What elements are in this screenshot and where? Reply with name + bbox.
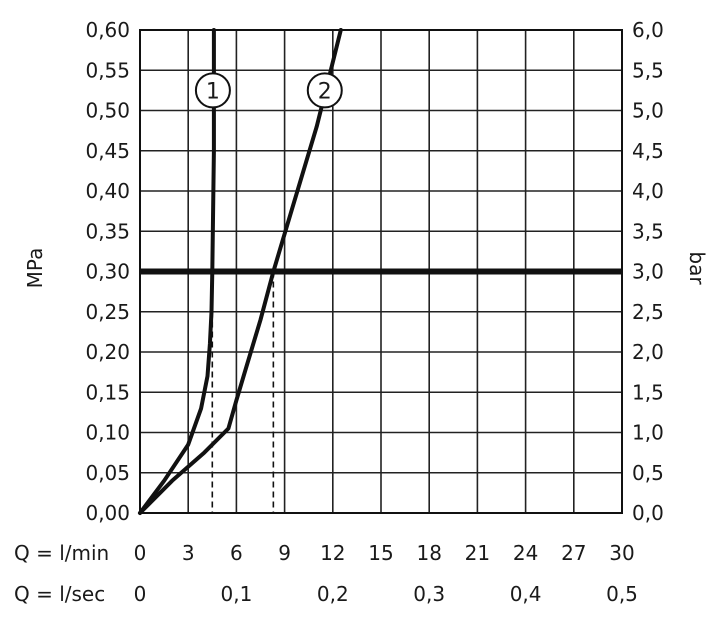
y-right-tick-label: 1,0	[632, 421, 664, 445]
y-left-tick-label: 0,35	[85, 219, 130, 243]
y-left-tick-label: 0,20	[85, 340, 130, 364]
y-right-tick-label: 4,0	[632, 179, 664, 203]
x-secondary-axis-label: Q = l/sec	[14, 582, 105, 606]
x-primary-axis-label: Q = l/min	[14, 541, 109, 565]
y-left-tick-label: 0,30	[85, 260, 130, 284]
y-left-tick-label: 0,00	[85, 501, 130, 525]
y-left-tick-label: 0,45	[85, 139, 130, 163]
x-primary-tick-label: 12	[320, 541, 345, 565]
series-line-1	[138, 28, 216, 515]
x-secondary-tick-label: 0	[134, 582, 147, 606]
y-right-tick-label: 0,0	[632, 501, 664, 525]
x-primary-tick-label: 15	[368, 541, 393, 565]
y-right-tick-label: 2,0	[632, 340, 664, 364]
x-secondary-tick-label: 0,3	[413, 582, 445, 606]
series-label-circle-1	[194, 72, 231, 109]
y-left-tick-label: 0,15	[85, 380, 130, 404]
x-primary-tick-label: 6	[230, 541, 243, 565]
x-secondary-tick-label: 0,5	[606, 582, 638, 606]
y-left-tick-label: 0,50	[85, 99, 130, 123]
x-primary-tick-label: 30	[609, 541, 634, 565]
y-right-tick-label: 2,5	[632, 300, 664, 324]
y-right-tick-label: 5,5	[632, 58, 664, 82]
x-primary-tick-label: 27	[561, 541, 586, 565]
y-left-tick-label: 0,10	[85, 421, 130, 445]
series-line-2	[138, 28, 343, 515]
series-label-1: 1	[206, 79, 220, 104]
plot-frame	[139, 29, 623, 514]
y-left-tick-label: 0,25	[85, 300, 130, 324]
y-right-tick-label: 1,5	[632, 380, 664, 404]
y-right-tick-label: 3,5	[632, 219, 664, 243]
plot-border	[139, 29, 623, 514]
y-left-axis-label: MPa	[23, 248, 47, 289]
y-left-tick-label: 0,60	[85, 18, 130, 42]
y-right-tick-label: 6,0	[632, 18, 664, 42]
y-right-axis-label: bar	[685, 251, 709, 285]
y-right-tick-label: 0,5	[632, 461, 664, 485]
y-right-tick-label: 4,5	[632, 139, 664, 163]
x-secondary-tick-label: 0,1	[220, 582, 252, 606]
x-primary-tick-label: 0	[134, 541, 147, 565]
series-label-circle-2	[306, 72, 343, 109]
series-label-2: 2	[318, 79, 332, 104]
y-right-tick-label: 5,0	[632, 99, 664, 123]
tick-labels: 0,000,050,100,150,200,250,300,350,400,45…	[85, 18, 663, 606]
x-primary-tick-label: 21	[465, 541, 490, 565]
x-primary-tick-label: 3	[182, 541, 195, 565]
x-primary-tick-label: 9	[278, 541, 291, 565]
y-left-tick-label: 0,05	[85, 461, 130, 485]
x-secondary-tick-label: 0,4	[510, 582, 542, 606]
x-primary-tick-label: 24	[513, 541, 538, 565]
x-secondary-tick-label: 0,2	[317, 582, 349, 606]
y-right-tick-label: 3,0	[632, 260, 664, 284]
x-primary-tick-label: 18	[416, 541, 441, 565]
y-left-tick-label: 0,40	[85, 179, 130, 203]
y-left-tick-label: 0,55	[85, 58, 130, 82]
